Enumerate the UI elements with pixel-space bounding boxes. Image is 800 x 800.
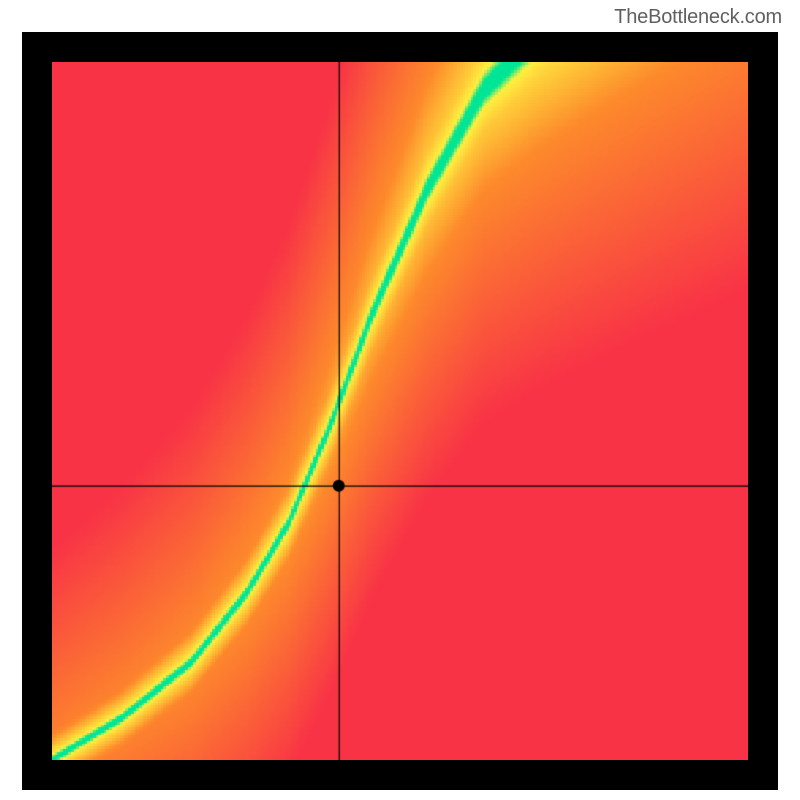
heatmap-canvas: [52, 62, 748, 760]
watermark-text: TheBottleneck.com: [614, 6, 782, 29]
heatmap-container: [52, 62, 748, 760]
viewport: TheBottleneck.com: [0, 0, 800, 800]
